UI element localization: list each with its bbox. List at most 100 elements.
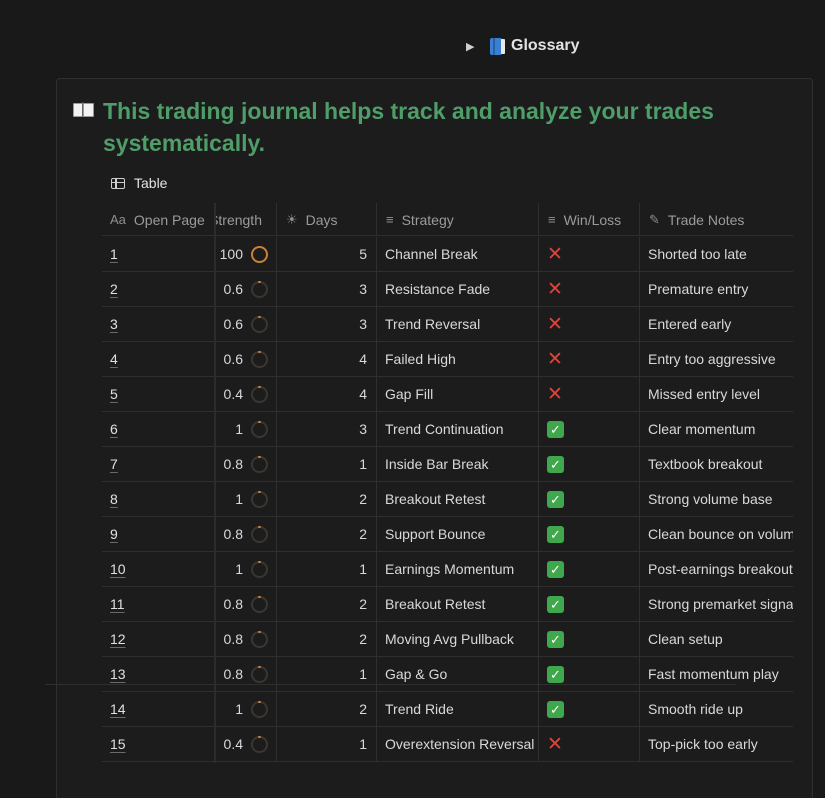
cell-days[interactable]: 2 [277, 517, 377, 551]
cell-win-loss[interactable]: ✕ [539, 342, 640, 376]
glossary-label[interactable]: Glossary [511, 37, 580, 54]
cell-days[interactable]: 3 [277, 272, 377, 306]
cell-days[interactable]: 2 [277, 482, 377, 516]
page-link[interactable]: 15 [110, 736, 126, 752]
table-row[interactable]: 2 0.6 3 Resistance Fade ✕ Premature entry [102, 272, 793, 307]
page-link[interactable]: 1 [110, 246, 118, 262]
cell-trade-notes[interactable]: Clean bounce on volume [640, 517, 793, 551]
cell-strategy[interactable]: Trend Reversal [377, 307, 539, 341]
page-link[interactable]: 6 [110, 421, 118, 437]
cell-trade-notes[interactable]: Top-pick too early [640, 727, 793, 761]
cell-win-loss[interactable]: ✓ [539, 657, 640, 691]
cell-days[interactable]: 2 [277, 622, 377, 656]
cell-win-loss[interactable]: ✕ [539, 272, 640, 306]
cell-strategy[interactable]: Overextension Reversal [377, 727, 539, 761]
page-link[interactable]: 13 [110, 666, 126, 682]
cell-strength[interactable]: 0.8 [215, 447, 277, 481]
cell-strength[interactable]: 1 [215, 412, 277, 446]
cell-strategy[interactable]: Breakout Retest [377, 482, 539, 516]
cell-open-page[interactable]: 10 [102, 552, 215, 586]
cell-days[interactable]: 5 [277, 237, 377, 271]
cell-strategy[interactable]: Breakout Retest [377, 587, 539, 621]
cell-open-page[interactable]: 14 [102, 692, 215, 726]
cell-strength[interactable]: 1 [215, 482, 277, 516]
cell-strategy[interactable]: Trend Continuation [377, 412, 539, 446]
cell-strength[interactable]: 0.8 [215, 587, 277, 621]
cell-days[interactable]: 4 [277, 342, 377, 376]
table-row[interactable]: 5 0.4 4 Gap Fill ✕ Missed entry level [102, 377, 793, 412]
cell-strength[interactable]: 0.8 [215, 517, 277, 551]
cell-days[interactable]: 1 [277, 552, 377, 586]
cell-trade-notes[interactable]: Clear momentum [640, 412, 793, 446]
page-link[interactable]: 7 [110, 456, 118, 472]
cell-strategy[interactable]: Inside Bar Break [377, 447, 539, 481]
cell-strategy[interactable]: Gap & Go [377, 657, 539, 691]
page-link[interactable]: 3 [110, 316, 118, 332]
cell-strategy[interactable]: Earnings Momentum [377, 552, 539, 586]
cell-win-loss[interactable]: ✓ [539, 692, 640, 726]
cell-strength[interactable]: 0.8 [215, 622, 277, 656]
column-header-strategy[interactable]: ≡ Strategy [377, 203, 539, 236]
toggle-triangle-icon[interactable]: ▶ [466, 40, 475, 53]
cell-days[interactable]: 1 [277, 447, 377, 481]
table-row[interactable]: 11 0.8 2 Breakout Retest ✓ Strong premarket s… [102, 587, 793, 622]
page-link[interactable]: 10 [110, 561, 126, 577]
cell-days[interactable]: 3 [277, 307, 377, 341]
cell-trade-notes[interactable]: Fast momentum play [640, 657, 793, 691]
cell-open-page[interactable]: 5 [102, 377, 215, 411]
column-header-win-loss[interactable]: ≡ Win/Loss [539, 203, 640, 236]
cell-trade-notes[interactable]: Entry too aggressive [640, 342, 793, 376]
cell-strategy[interactable]: Trend Ride [377, 692, 539, 726]
page-link[interactable]: 4 [110, 351, 118, 367]
cell-strategy[interactable]: Moving Avg Pullback [377, 622, 539, 656]
cell-trade-notes[interactable]: Textbook breakout [640, 447, 793, 481]
page-link[interactable]: 5 [110, 386, 118, 402]
cell-strength[interactable]: 0.6 [215, 342, 277, 376]
cell-win-loss[interactable]: ✓ [539, 622, 640, 656]
cell-strength[interactable]: 0.6 [215, 307, 277, 341]
cell-open-page[interactable]: 7 [102, 447, 215, 481]
cell-open-page[interactable]: 2 [102, 272, 215, 306]
page-link[interactable]: 14 [110, 701, 126, 717]
cell-win-loss[interactable]: ✓ [539, 482, 640, 516]
cell-open-page[interactable]: 15 [102, 727, 215, 761]
cell-open-page[interactable]: 6 [102, 412, 215, 446]
cell-strength[interactable]: 100 [215, 237, 277, 271]
cell-strength[interactable]: 1 [215, 692, 277, 726]
cell-trade-notes[interactable]: Clean setup [640, 622, 793, 656]
table-row[interactable]: 14 1 2 Trend Ride ✓ Smooth ride up [102, 692, 793, 727]
cell-win-loss[interactable]: ✓ [539, 517, 640, 551]
cell-trade-notes[interactable]: Premature entry [640, 272, 793, 306]
cell-days[interactable]: 2 [277, 587, 377, 621]
page-link[interactable]: 2 [110, 281, 118, 297]
cell-strategy[interactable]: Support Bounce [377, 517, 539, 551]
cell-win-loss[interactable]: ✓ [539, 447, 640, 481]
cell-trade-notes[interactable]: Smooth ride up [640, 692, 793, 726]
cell-open-page[interactable]: 9 [102, 517, 215, 551]
column-header-days[interactable]: ☀ Days [277, 203, 377, 236]
table-row[interactable]: 1 100 5 Channel Break ✕ Shorted too late [102, 237, 793, 272]
cell-strategy[interactable]: Channel Break [377, 237, 539, 271]
page-link[interactable]: 11 [110, 596, 125, 612]
table-row[interactable]: 4 0.6 4 Failed High ✕ Entry too aggressive [102, 342, 793, 377]
page-link[interactable]: 8 [110, 491, 118, 507]
cell-days[interactable]: 1 [277, 657, 377, 691]
cell-strategy[interactable]: Resistance Fade [377, 272, 539, 306]
page-link[interactable]: 9 [110, 526, 118, 542]
cell-days[interactable]: 2 [277, 692, 377, 726]
cell-trade-notes[interactable]: Post-earnings breakout [640, 552, 793, 586]
column-header-strength[interactable]: Strength [215, 203, 277, 236]
cell-win-loss[interactable]: ✓ [539, 587, 640, 621]
cell-trade-notes[interactable]: Entered early [640, 307, 793, 341]
cell-win-loss[interactable]: ✕ [539, 377, 640, 411]
table-row[interactable]: 15 0.4 1 Overextension Reversal ✕ Top-pick to… [102, 727, 793, 762]
cell-win-loss[interactable]: ✓ [539, 552, 640, 586]
cell-win-loss[interactable]: ✕ [539, 727, 640, 761]
page-link[interactable]: 12 [110, 631, 126, 647]
cell-strength[interactable]: 1 [215, 552, 277, 586]
column-header-open-page[interactable]: Aa Open Page [102, 203, 215, 236]
table-view-tab[interactable]: Table [111, 173, 167, 193]
table-row[interactable]: 12 0.8 2 Moving Avg Pullback ✓ Clean setup [102, 622, 793, 657]
cell-strategy[interactable]: Gap Fill [377, 377, 539, 411]
cell-days[interactable]: 1 [277, 727, 377, 761]
